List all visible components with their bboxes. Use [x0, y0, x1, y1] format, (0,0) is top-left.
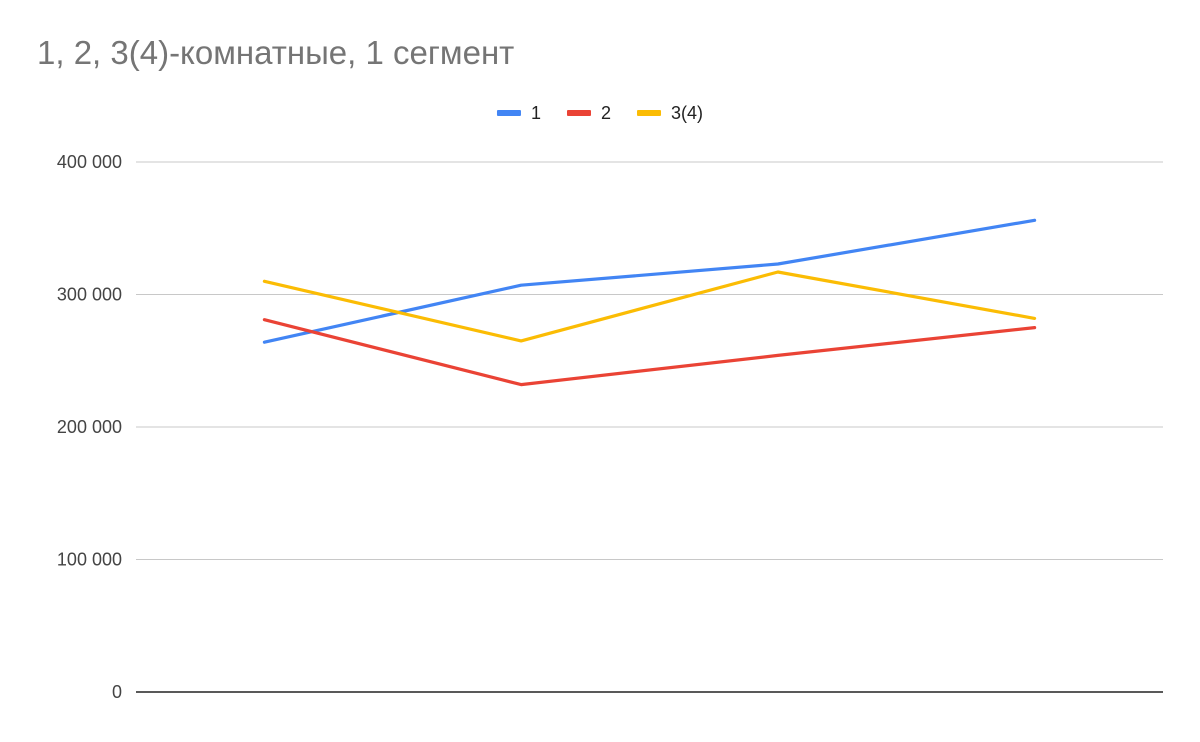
chart-title: 1, 2, 3(4)-комнатные, 1 сегмент: [37, 34, 515, 71]
series-line-1: [262, 218, 1037, 344]
legend-swatch-3(4): [637, 110, 662, 116]
grid-lines: [136, 161, 1163, 560]
y-tick-label: 100 000: [57, 550, 122, 570]
y-tick-label: 400 000: [57, 152, 122, 172]
y-axis-ticks: 0 100 000 200 000 300 000 400 000: [57, 152, 122, 702]
series-lines: [262, 218, 1037, 387]
legend-label-2: 2: [601, 103, 611, 123]
legend: 1 2 3(4): [496, 103, 703, 123]
y-tick-label: 300 000: [57, 285, 122, 305]
series-line-2: [262, 318, 1037, 387]
legend-label-3(4): 3(4): [671, 103, 703, 123]
y-tick-label: 0: [112, 682, 122, 702]
series-line-3(4): [262, 270, 1037, 343]
legend-swatch-2: [566, 110, 591, 116]
legend-label-1: 1: [531, 103, 541, 123]
y-tick-label: 200 000: [57, 417, 122, 437]
legend-swatch-1: [496, 110, 521, 116]
